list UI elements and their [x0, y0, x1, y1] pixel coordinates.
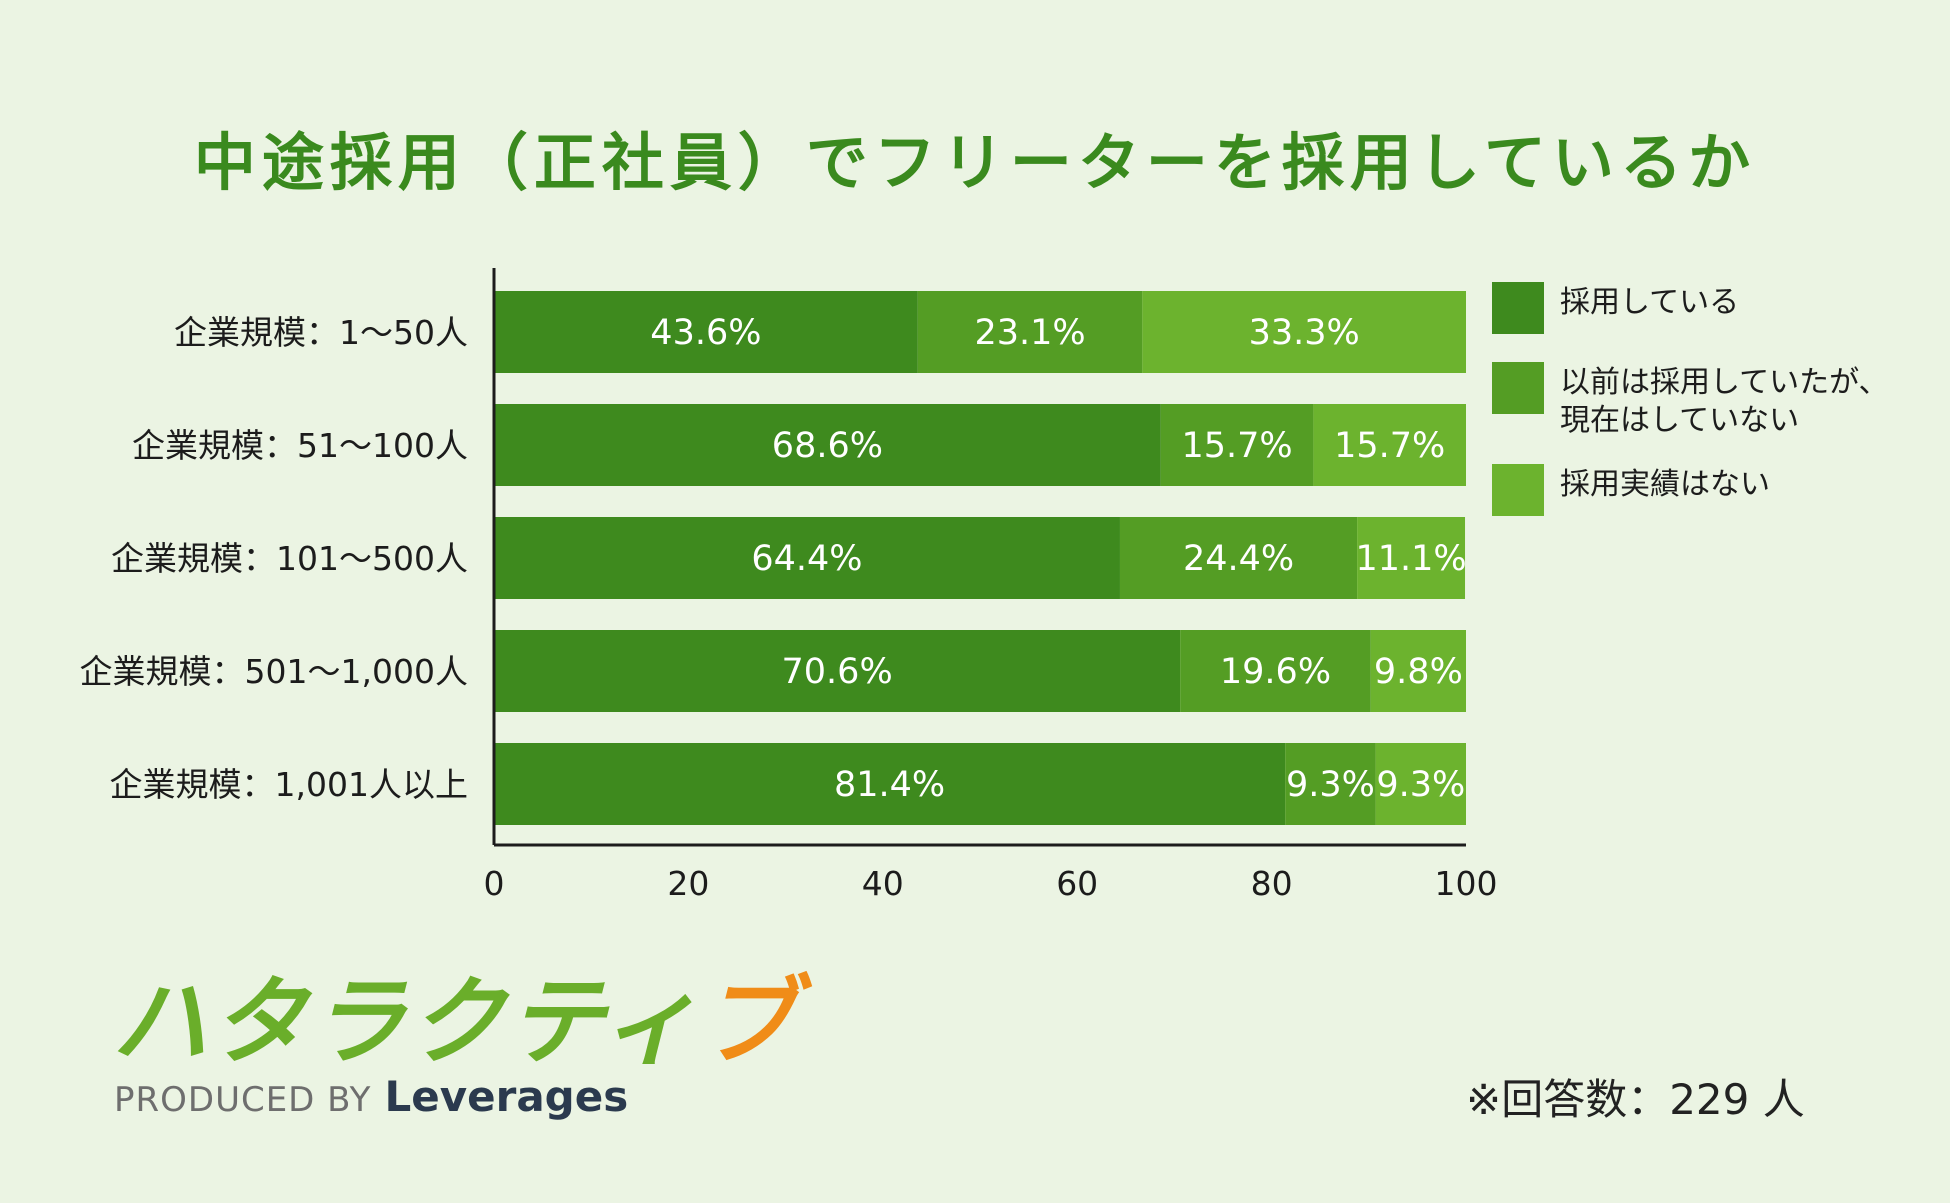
bar-segment: [917, 291, 1143, 373]
data-label: 9.8%: [1374, 652, 1463, 692]
bar-segment: [1357, 517, 1466, 599]
category-label: 企業規模：101〜500人: [111, 539, 468, 578]
logo-brand: Leverages: [384, 1072, 629, 1121]
bar-segment: [1160, 404, 1314, 486]
chart-title: 中途採用（正社員）でフリーターを採用しているか: [193, 126, 1757, 199]
data-label: 64.4%: [751, 539, 862, 579]
data-label: 9.3%: [1376, 765, 1465, 805]
legend-label-never: 採用実績はない: [1560, 467, 1770, 502]
bar-segment: [494, 630, 1181, 712]
bar-segment: [1375, 743, 1466, 825]
data-label: 9.3%: [1286, 765, 1375, 805]
x-tick-label: 80: [1251, 864, 1293, 903]
data-label: 19.6%: [1220, 652, 1331, 692]
hataractive-logo: ハタラクティブ PRODUCED BY Leverages: [112, 972, 796, 1121]
legend-swatch-previously: [1492, 362, 1544, 414]
bar-segment: [1119, 517, 1358, 599]
x-tick-label: 60: [1056, 864, 1098, 903]
legend-swatch-never: [1492, 464, 1544, 516]
x-tick-label: 40: [862, 864, 904, 903]
legend-item-never: 採用実績はない: [1492, 460, 1932, 516]
legend: 採用している 以前は採用していたが、 現在はしていない 採用実績はない: [1492, 278, 1932, 540]
bar-segment: [494, 743, 1286, 825]
data-label: 11.1%: [1355, 539, 1466, 579]
bar-segment: [1285, 743, 1376, 825]
bar-segment: [494, 291, 918, 373]
bar-segment: [1370, 630, 1466, 712]
data-label: 15.7%: [1334, 426, 1445, 466]
category-label: 企業規模：1,001人以上: [110, 765, 468, 804]
data-label: 23.1%: [974, 313, 1085, 353]
logo-accent-text: ブ: [700, 966, 800, 1078]
data-label: 33.3%: [1249, 313, 1360, 353]
logo-tagline: PRODUCED BY Leverages: [114, 1072, 628, 1121]
x-tick-label: 100: [1435, 864, 1498, 903]
bar-segment: [1180, 630, 1371, 712]
category-label: 企業規模：501〜1,000人: [80, 652, 468, 691]
bar-segment: [1142, 291, 1466, 373]
data-label: 15.7%: [1182, 426, 1293, 466]
logo-main-text: ハタラクティ: [112, 966, 701, 1078]
legend-item-previously: 以前は採用していたが、 現在はしていない: [1492, 358, 1932, 438]
data-label: 68.6%: [772, 426, 883, 466]
logo-produced-by: PRODUCED BY: [114, 1080, 372, 1120]
bar-segment: [1313, 404, 1466, 486]
category-label: 企業規模：1〜50人: [174, 313, 468, 352]
legend-swatch-adopting: [1492, 282, 1544, 334]
data-label: 43.6%: [650, 313, 761, 353]
data-label: 81.4%: [834, 765, 945, 805]
category-label: 企業規模：51〜100人: [132, 426, 468, 465]
logo-wordmark: ハタラクティブ: [112, 972, 799, 1072]
data-label: 24.4%: [1183, 539, 1294, 579]
legend-label-previously: 以前は採用していたが、 現在はしていない: [1560, 365, 1889, 438]
legend-label-adopting: 採用している: [1560, 285, 1740, 320]
x-tick-label: 0: [484, 864, 505, 903]
legend-item-adopting: 採用している: [1492, 278, 1932, 334]
respondent-count-note: ※回答数：229 人: [1466, 1075, 1805, 1124]
bar-segment: [494, 517, 1120, 599]
bar-segment: [494, 404, 1161, 486]
data-label: 70.6%: [782, 652, 893, 692]
x-tick-label: 20: [667, 864, 709, 903]
